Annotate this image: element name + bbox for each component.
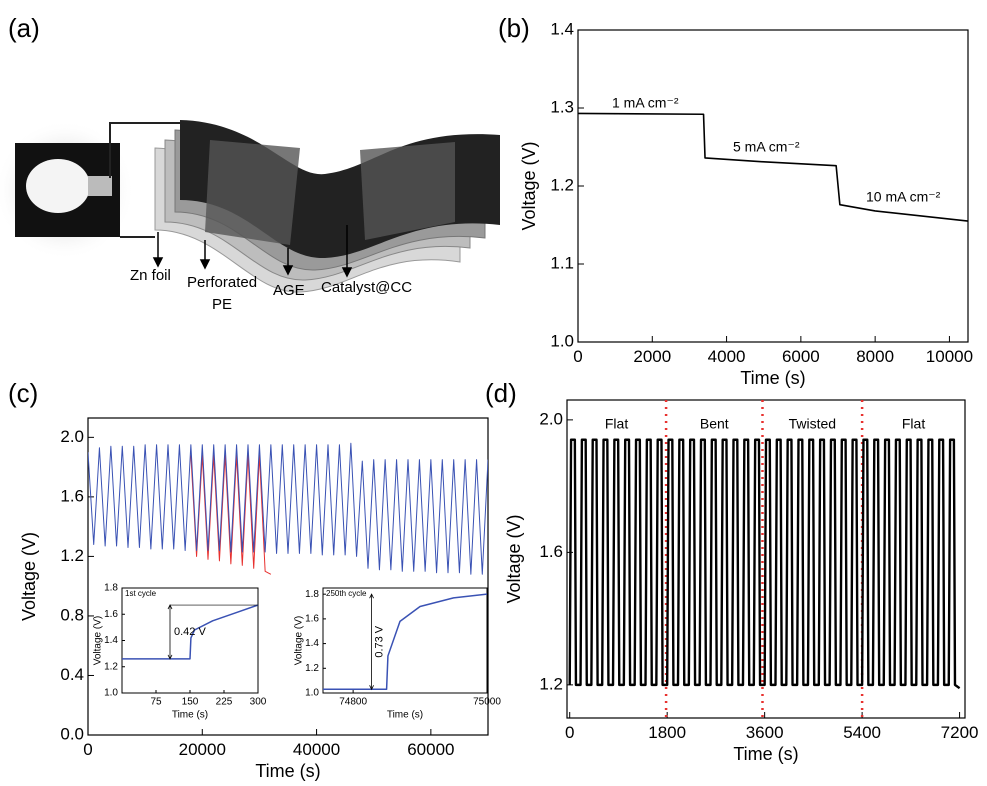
panel-label: (a) [8, 13, 40, 43]
y-tick-label: 1.2 [305, 663, 319, 674]
annotation: 0.42 V [174, 626, 206, 638]
panel-label: (b) [498, 13, 530, 43]
panel-label: (d) [485, 378, 517, 408]
x-tick-label: 8000 [856, 347, 894, 366]
plot-frame [121, 587, 259, 694]
annotation: 1 mA cm⁻² [612, 95, 679, 111]
bulb-base [88, 176, 112, 196]
y-tick-label: 0.8 [60, 605, 84, 624]
y-tick-label: 1.1 [550, 253, 574, 272]
x-axis-label: Time (s) [733, 744, 798, 764]
y-axis-label: Voltage (V) [93, 616, 104, 665]
y-axis-label: Voltage (V) [519, 141, 539, 230]
series-line [568, 438, 961, 690]
y-tick-label: 1.8 [104, 583, 118, 594]
x-tick-label: 1800 [648, 723, 686, 742]
arrow-head [369, 593, 374, 691]
series-line [578, 112, 968, 222]
layer-label: AGE [273, 282, 305, 299]
y-tick-label: 1.6 [539, 542, 563, 561]
x-axis-label: Time (s) [172, 710, 208, 721]
layer-label: PE [212, 296, 232, 313]
x-tick-label: 6000 [782, 347, 820, 366]
bulb [26, 159, 90, 213]
chart: 0.0 0.4 0.8 1.2 1.6 2.0 0 20000 40000 60000 Time (… [8, 378, 489, 781]
wire [109, 122, 180, 178]
series-line [122, 604, 258, 660]
x-tick-label: 4000 [708, 347, 746, 366]
annotation: 5 mA cm⁻² [733, 139, 800, 155]
y-tick-label: 1.2 [60, 546, 84, 565]
x-axis-label: Time (s) [387, 710, 423, 721]
x-tick-label: 0 [83, 740, 92, 759]
y-tick-label: 1.8 [305, 589, 319, 600]
annotation: 0.73 V [373, 625, 385, 657]
x-tick-label: 2000 [633, 347, 671, 366]
region-label: Flat [605, 416, 628, 432]
inset-title: 1st cycle [125, 589, 157, 598]
charts: 1.0 1.1 1.2 1.3 1.4 0 2000 4000 6000 8000 10000 Tim… [8, 13, 978, 781]
y-tick-label: 1.0 [305, 688, 319, 699]
y-axis-label: Voltage (V) [19, 532, 39, 621]
annotation: 10 mA cm⁻² [866, 189, 941, 205]
y-tick-label: 1.0 [104, 688, 118, 699]
x-tick-label: 300 [250, 697, 267, 708]
y-tick-label: 1.4 [104, 635, 118, 646]
diagram: (a) Zn foil Perforated PE AGE Catalyst@C… [0, 13, 500, 313]
x-tick-label: 75 [150, 697, 162, 708]
x-tick-label: 0 [565, 723, 574, 742]
chart: 1.0 1.1 1.2 1.3 1.4 0 2000 4000 6000 8000 10000 Tim… [498, 13, 973, 388]
y-tick-label: 0.4 [60, 665, 84, 684]
x-axis-label: Time (s) [255, 761, 320, 781]
layer-label: Catalyst@CC [321, 279, 412, 296]
y-tick-label: 0.0 [60, 724, 84, 743]
plot-frame [322, 587, 488, 694]
x-tick-label: 7200 [941, 723, 979, 742]
y-tick-label: 1.6 [104, 609, 118, 620]
catalyst-patch [205, 140, 300, 245]
y-axis-label: Voltage (V) [504, 514, 524, 603]
plot-frame [577, 29, 969, 343]
panel-label: (c) [8, 378, 38, 408]
layer-label: Perforated [187, 274, 257, 291]
region-label: Flat [902, 416, 925, 432]
y-tick-label: 1.3 [550, 97, 574, 116]
series-line [323, 593, 487, 691]
catalyst-patch [360, 142, 455, 240]
y-tick-label: 1.2 [550, 175, 574, 194]
chart: 1.0 1.2 1.4 1.6 1.8 75 150 225 300 Time (s) Voltag… [93, 583, 267, 721]
y-tick-label: 1.2 [539, 674, 563, 693]
chart: 1.0 1.2 1.4 1.6 1.8 74800 75000 Time (s) Voltage… [294, 587, 501, 721]
x-tick-label: 60000 [407, 740, 454, 759]
y-tick-label: 2.0 [539, 409, 563, 428]
layer-label: Zn foil [130, 267, 171, 284]
y-tick-label: 1.6 [60, 486, 84, 505]
y-tick-label: 1.4 [305, 638, 319, 649]
x-tick-label: 74800 [339, 697, 367, 708]
inset-title: 250th cycle [326, 589, 367, 598]
y-tick-label: 1.0 [550, 331, 574, 350]
series-line [190, 454, 272, 575]
x-tick-label: 0 [573, 347, 582, 366]
x-tick-label: 3600 [746, 723, 784, 742]
x-tick-label: 75000 [473, 697, 501, 708]
chart: 1.2 1.6 2.0 0 1800 3600 5400 7200 Time (s) Voltag… [485, 378, 978, 764]
x-tick-label: 20000 [179, 740, 226, 759]
region-label: Bent [700, 416, 729, 432]
x-tick-label: 225 [216, 697, 233, 708]
y-tick-label: 1.2 [104, 661, 118, 672]
x-tick-label: 5400 [843, 723, 881, 742]
y-axis-label: Voltage (V) [294, 616, 305, 665]
x-axis-label: Time (s) [740, 368, 805, 388]
y-tick-label: 1.6 [305, 614, 319, 625]
x-tick-label: 150 [182, 697, 199, 708]
arrows [152, 225, 353, 278]
y-tick-label: 1.4 [550, 19, 574, 38]
x-tick-label: 10000 [926, 347, 973, 366]
y-tick-label: 2.0 [60, 427, 84, 446]
x-tick-label: 40000 [293, 740, 340, 759]
region-label: Twisted [789, 416, 836, 432]
series-line [88, 442, 488, 575]
